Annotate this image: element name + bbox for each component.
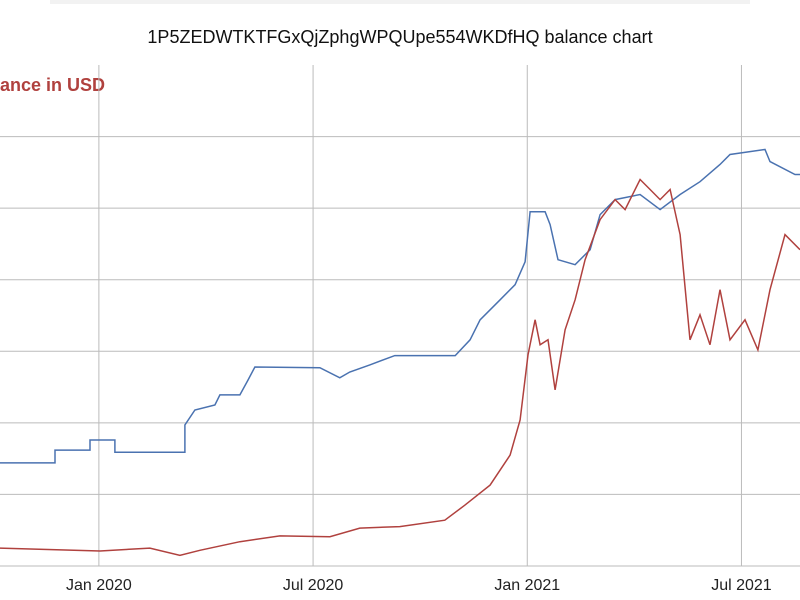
series-line <box>0 178 800 557</box>
y-axis-label: ance in USD <box>0 75 105 95</box>
x-tick-label: Jan 2020 <box>66 577 132 594</box>
x-tick-label: Jan 2021 <box>494 577 560 594</box>
chart-title: 1P5ZEDWTKTFGxQjZphgWPQUpe554WKDfHQ balan… <box>147 27 652 47</box>
top-bar <box>50 0 750 4</box>
x-tick-label: Jul 2020 <box>283 577 344 594</box>
series-line <box>0 148 800 464</box>
x-tick-label: Jul 2021 <box>711 577 772 594</box>
